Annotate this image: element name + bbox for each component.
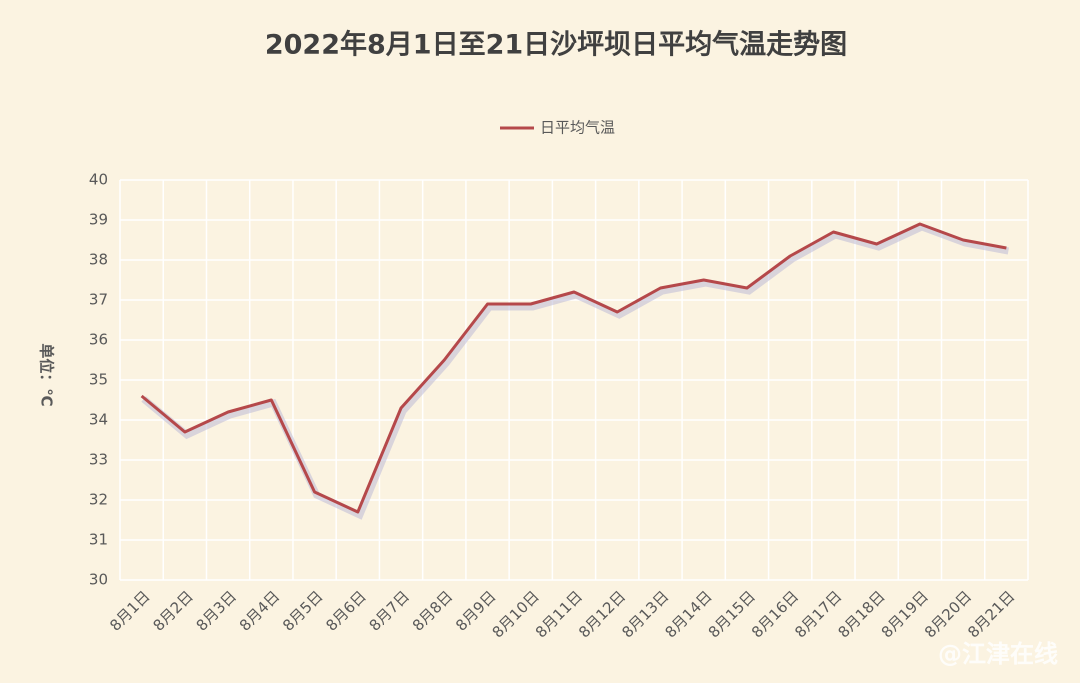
y-tick-label: 39 xyxy=(89,211,108,229)
watermark: @江津在线 xyxy=(938,640,1058,668)
x-tick-label: 8月21日 xyxy=(964,587,1018,641)
x-tick-label: 8月7日 xyxy=(366,587,413,634)
x-tick-label: 8月10日 xyxy=(489,587,543,641)
x-tick-label: 8月17日 xyxy=(791,587,845,641)
x-tick-label: 8月15日 xyxy=(705,587,759,641)
x-tick-label: 8月12日 xyxy=(575,587,629,641)
y-tick-label: 30 xyxy=(89,571,108,589)
line-shadow xyxy=(141,223,1010,520)
y-tick-label: 31 xyxy=(89,531,108,549)
y-tick-label: 36 xyxy=(89,331,108,349)
x-tick-label: 8月16日 xyxy=(748,587,802,641)
x-tick-label: 8月19日 xyxy=(878,587,932,641)
x-tick-label: 8月5日 xyxy=(279,587,326,634)
y-tick-label: 40 xyxy=(89,171,108,189)
y-tick-label: 33 xyxy=(89,451,108,469)
y-tick-label: 35 xyxy=(89,371,108,389)
line xyxy=(140,222,1007,514)
x-tick-label: 8月4日 xyxy=(236,587,283,634)
x-tick-label: 8月18日 xyxy=(834,587,888,641)
x-tick-label: 8月1日 xyxy=(106,587,153,634)
x-tick-label: 8月20日 xyxy=(921,587,975,641)
legend-label: 日平均气温 xyxy=(540,119,615,137)
x-tick-label: 8月3日 xyxy=(193,587,240,634)
y-tick-label: 38 xyxy=(89,251,108,269)
y-tick-label: 37 xyxy=(89,291,108,309)
x-tick-label: 8月2日 xyxy=(149,587,196,634)
x-tick-label: 8月6日 xyxy=(322,587,369,634)
x-tick-label: 8月11日 xyxy=(532,587,586,641)
y-tick-label: 34 xyxy=(89,411,108,429)
chart-title: 2022年8月1日至21日沙坪坝日平均气温走势图 xyxy=(265,29,847,61)
y-axis-label: 单位：℃ xyxy=(38,343,56,406)
x-tick-label: 8月8日 xyxy=(409,587,456,634)
x-tick-label: 8月13日 xyxy=(618,587,672,641)
x-tick-label: 8月14日 xyxy=(662,587,716,641)
y-tick-label: 32 xyxy=(89,491,108,509)
